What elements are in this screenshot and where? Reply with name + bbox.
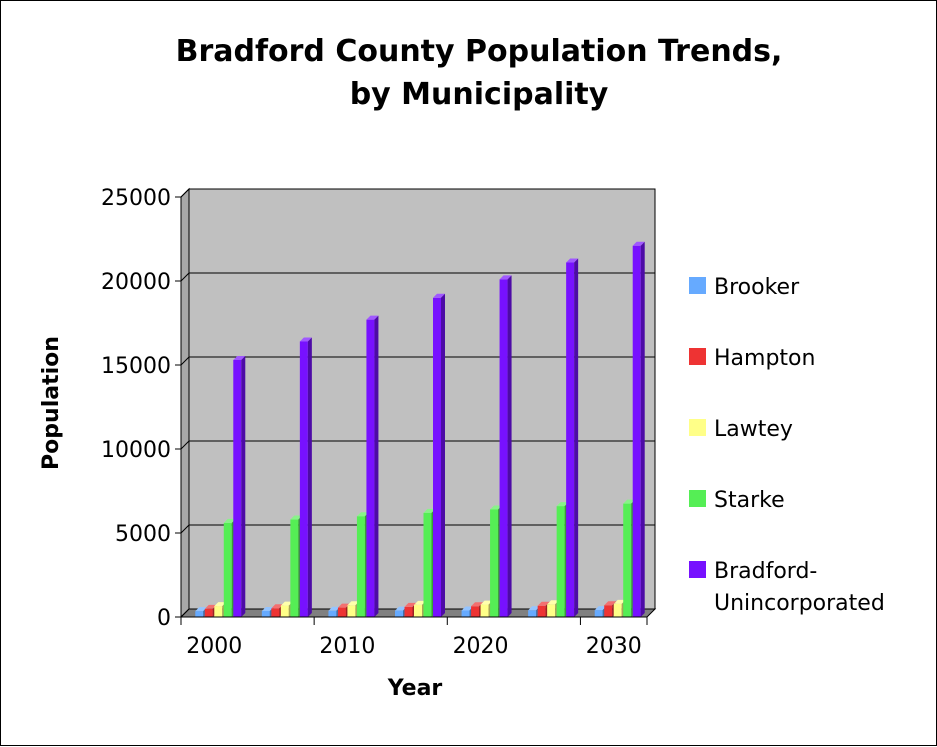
y-tick-label: 25000 — [101, 186, 171, 211]
bar-top — [423, 508, 436, 513]
legend-label: Brooker — [714, 275, 800, 300]
x-axis-title: Year — [387, 676, 443, 701]
bar-front — [632, 245, 641, 617]
bar-front — [347, 605, 356, 617]
bar-bradford-unincorporated — [433, 293, 445, 617]
bar-front — [471, 606, 480, 617]
legend-swatch — [689, 490, 706, 507]
legend-item: Lawtey — [689, 417, 793, 442]
legend-swatch — [689, 277, 706, 294]
legend-label: Bradford- — [714, 559, 817, 584]
bar-front — [556, 506, 565, 617]
bar-front — [395, 610, 403, 617]
y-tick-label: 20000 — [101, 270, 171, 295]
bar-front — [423, 512, 432, 617]
bar-front — [261, 610, 270, 617]
bar-front — [414, 604, 422, 617]
bar-side — [441, 293, 445, 617]
y-axis-title: Population — [39, 336, 64, 470]
bar-bradford-unincorporated — [299, 337, 312, 617]
bar-front — [366, 319, 375, 617]
x-tick-label: 2010 — [319, 634, 375, 659]
legend-swatch — [689, 348, 706, 365]
bar-side — [640, 241, 645, 617]
bar-front — [271, 608, 280, 617]
bar-bradford-unincorporated — [233, 355, 246, 617]
gridline-side — [180, 608, 190, 618]
y-tick-label: 10000 — [101, 438, 171, 463]
bar-front — [528, 610, 537, 617]
bar-front — [299, 341, 308, 617]
bar-front — [290, 519, 299, 617]
bar-front — [499, 279, 508, 617]
bar-side — [574, 258, 579, 617]
bar-side — [307, 337, 312, 617]
legend-swatch — [689, 419, 706, 436]
bar-front — [613, 603, 622, 617]
legend-item: Starke — [689, 488, 785, 513]
bar-bradford-unincorporated — [632, 241, 645, 617]
plot-back-wall — [189, 189, 655, 609]
bar-front — [223, 522, 232, 617]
gridline-side — [180, 188, 190, 198]
bar-front — [233, 359, 242, 617]
x-axis-ticks: 2000 2010 2020 2030 — [180, 616, 648, 659]
bar-bradford-unincorporated — [499, 275, 512, 617]
x-tick-label: 2000 — [186, 634, 242, 659]
bar-front — [195, 611, 204, 617]
chart-title: Bradford County Population Trends, by Mu… — [176, 34, 783, 112]
gridline-side — [180, 356, 190, 366]
bar-front — [537, 605, 546, 617]
bar-front — [547, 604, 556, 617]
legend-item: Brooker — [689, 275, 800, 300]
bar-front — [337, 607, 346, 617]
y-tick-label: 15000 — [101, 354, 171, 379]
legend-label: Unincorporated — [714, 591, 885, 616]
bar-front — [480, 604, 489, 617]
bar-front — [280, 605, 289, 617]
legend-label: Lawtey — [714, 417, 793, 442]
gridline-side — [180, 272, 190, 282]
chart-title-line-1: Bradford County Population Trends, — [176, 34, 783, 69]
legend: Brooker Hampton Lawtey Starke Bradford- Uninc… — [689, 275, 885, 616]
y-tick-label: 5000 — [115, 522, 171, 547]
bar-front — [604, 605, 613, 617]
bar-front — [433, 297, 441, 617]
bar-front — [594, 610, 603, 617]
bar-front — [328, 610, 337, 617]
bar-front — [490, 509, 499, 617]
gridline-side — [180, 440, 190, 450]
legend-item: Bradford- Unincorporated — [689, 559, 885, 616]
chart-title-line-2: by Municipality — [350, 77, 609, 112]
bar-bradford-unincorporated — [566, 258, 579, 617]
bar-front — [214, 606, 223, 617]
bar-side — [374, 315, 379, 617]
legend-item: Hampton — [689, 346, 815, 371]
legend-label: Hampton — [714, 346, 815, 371]
bars — [195, 241, 645, 617]
plot-side-wall — [180, 187, 190, 619]
bar-front — [404, 606, 413, 617]
gridline-side — [180, 524, 190, 534]
bar-front — [566, 262, 575, 617]
x-tick-label: 2030 — [586, 634, 642, 659]
bar-side — [507, 275, 512, 617]
bar-front — [461, 610, 470, 617]
x-tick-label: 2020 — [453, 634, 509, 659]
plot-area — [179, 187, 657, 619]
bar-bradford-unincorporated — [366, 315, 379, 617]
y-tick-label: 0 — [157, 606, 171, 631]
bar-front — [204, 608, 213, 617]
legend-swatch — [689, 561, 706, 578]
bar-front — [356, 516, 365, 617]
bar-side — [241, 355, 246, 617]
bar-front — [623, 503, 632, 617]
legend-label: Starke — [714, 488, 785, 513]
y-axis-ticks: 0 5000 10000 15000 20000 25000 — [101, 186, 182, 631]
